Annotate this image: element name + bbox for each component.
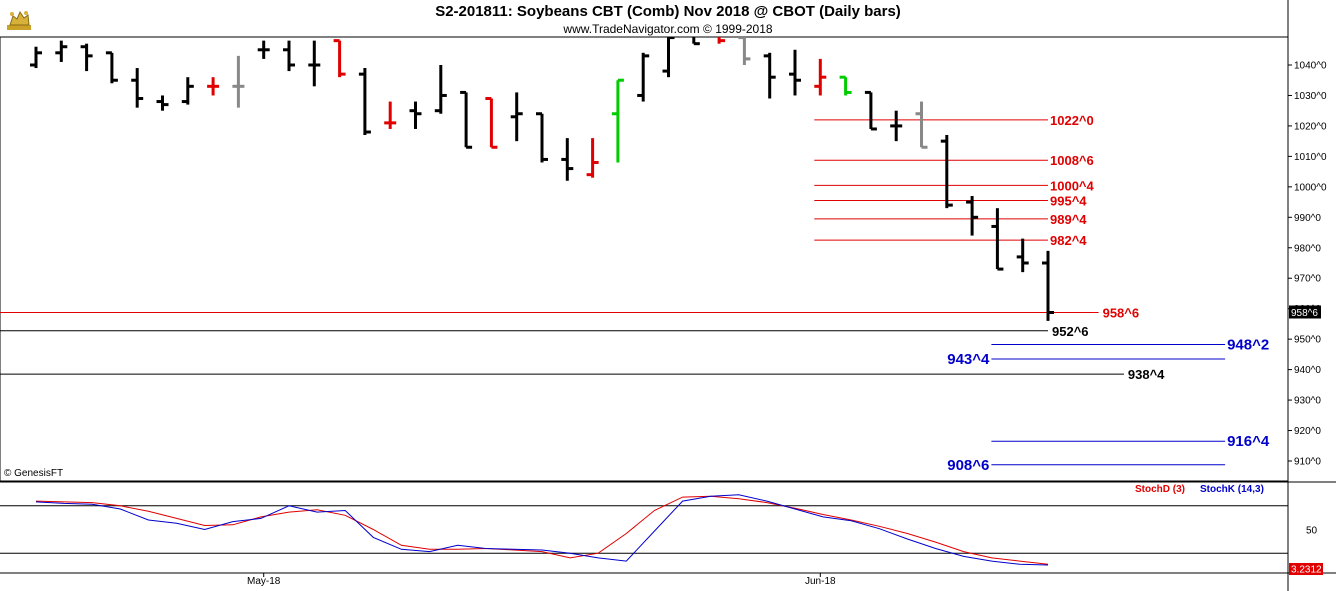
level-label: 916^4 [1227,433,1270,450]
y-tick-label: 990^0 [1294,213,1321,224]
stoch-series-line [35,495,1049,565]
x-tick-label: May-18 [247,576,281,587]
last-price-label: 958^6 [1291,308,1318,319]
price-bars [30,37,1054,321]
level-label: 982^4 [1050,233,1087,248]
legend-stochk: StochK (14,3) [1200,484,1264,495]
copyright-label: © GenesisFT [4,468,64,479]
y-tick-label: 970^0 [1294,274,1321,285]
y-tick-label: 950^0 [1294,335,1321,346]
stoch-series-line [35,494,1049,566]
level-label: 1022^0 [1050,113,1094,128]
level-label: 958^6 [1103,306,1140,321]
y-tick-label: 980^0 [1294,243,1321,254]
price-panel-frame [0,36,1289,482]
x-tick-label: Jun-18 [805,576,836,587]
y-tick-label: 940^0 [1294,365,1321,376]
last-price-box [1289,305,1321,319]
chart-title: S2-201811: Soybeans CBT (Comb) Nov 2018 … [435,3,901,20]
y-tick-label: 920^0 [1294,426,1321,437]
chart-subtitle: www.TradeNavigator.com © 1999-2018 [563,22,773,36]
stoch-last-box [1289,563,1323,575]
level-label: 908^6 [947,457,989,474]
level-label: 1008^6 [1050,153,1094,168]
y-tick-label: 1030^0 [1294,91,1327,102]
level-label: 948^2 [1227,336,1269,353]
legend-stochd: StochD (3) [1135,484,1185,495]
stoch-y-tick-label: 50 [1306,526,1318,537]
level-label: 952^6 [1052,324,1089,339]
level-label: 989^4 [1050,212,1087,227]
y-tick-label: 930^0 [1294,396,1321,407]
y-tick-label: 910^0 [1294,457,1321,468]
stoch-last-label: 3.2312 [1291,565,1322,576]
y-tick-label: 1000^0 [1294,182,1327,193]
y-tick-label: 1020^0 [1294,121,1327,132]
level-label: 943^4 [947,351,990,368]
level-label: 995^4 [1050,194,1087,209]
y-tick-label: 1010^0 [1294,152,1327,163]
bull-logo-icon [3,3,35,35]
y-tick-label: 1040^0 [1294,61,1327,72]
level-label: 938^4 [1128,367,1165,382]
level-label: 1000^4 [1050,178,1095,193]
